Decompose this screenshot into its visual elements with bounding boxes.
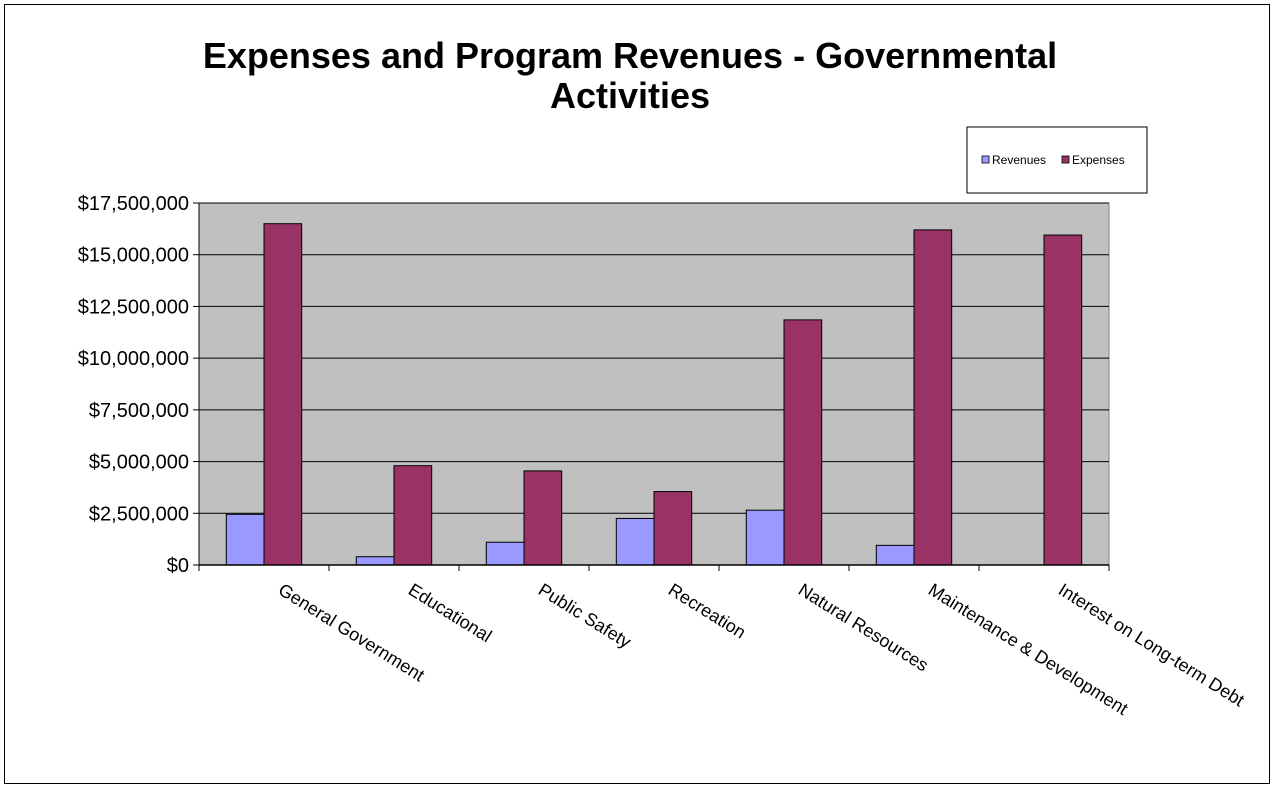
- legend-label-expenses: Expenses: [1072, 153, 1125, 167]
- x-category-label: Public Safety: [535, 579, 635, 652]
- bar-expenses-1: [393, 465, 433, 566]
- bar-expenses-3: [653, 491, 693, 566]
- bar-revenues-0: [225, 513, 265, 566]
- bar-revenues-1: [355, 556, 395, 566]
- y-tick-label: $17,500,000: [78, 193, 189, 215]
- legend: Revenues Expenses: [966, 126, 1148, 194]
- y-tick-label: $15,000,000: [78, 245, 189, 267]
- bar-revenues-5: [875, 544, 915, 566]
- axes: [193, 202, 1110, 571]
- y-tick-label: $5,000,000: [89, 452, 189, 474]
- bar-revenues-4: [745, 509, 785, 566]
- x-category-label: Educational: [405, 579, 495, 646]
- bar-expenses-0: [263, 223, 303, 566]
- y-tick-label: $12,500,000: [78, 296, 189, 318]
- bar-expenses-4: [783, 319, 823, 566]
- grid-lines: [199, 202, 1109, 514]
- bars: [225, 223, 1083, 566]
- y-tick-label: $7,500,000: [89, 400, 189, 422]
- legend-swatch-revenues: [981, 155, 990, 164]
- legend-label-revenues: Revenues: [992, 153, 1046, 167]
- y-tick-label: $2,500,000: [89, 503, 189, 525]
- y-tick-labels: $0 $2,500,000 $5,000,000 $7,500,000 $10,000,…: [78, 193, 189, 577]
- x-category-label: Recreation: [665, 579, 749, 642]
- legend-box: [966, 126, 1148, 194]
- chart-title: Expenses and Program Revenues - Governme…: [202, 35, 1058, 116]
- bar-expenses-6: [1043, 234, 1083, 566]
- y-tick-label: $0: [167, 555, 189, 577]
- legend-swatch-expenses: [1061, 155, 1070, 164]
- bar-revenues-2: [485, 541, 525, 566]
- x-category-label: Natural Resources: [795, 579, 932, 675]
- bar-expenses-5: [913, 229, 953, 566]
- y-tick-label: $10,000,000: [78, 348, 189, 370]
- bar-expenses-2: [523, 470, 563, 566]
- bar-revenues-3: [615, 517, 655, 566]
